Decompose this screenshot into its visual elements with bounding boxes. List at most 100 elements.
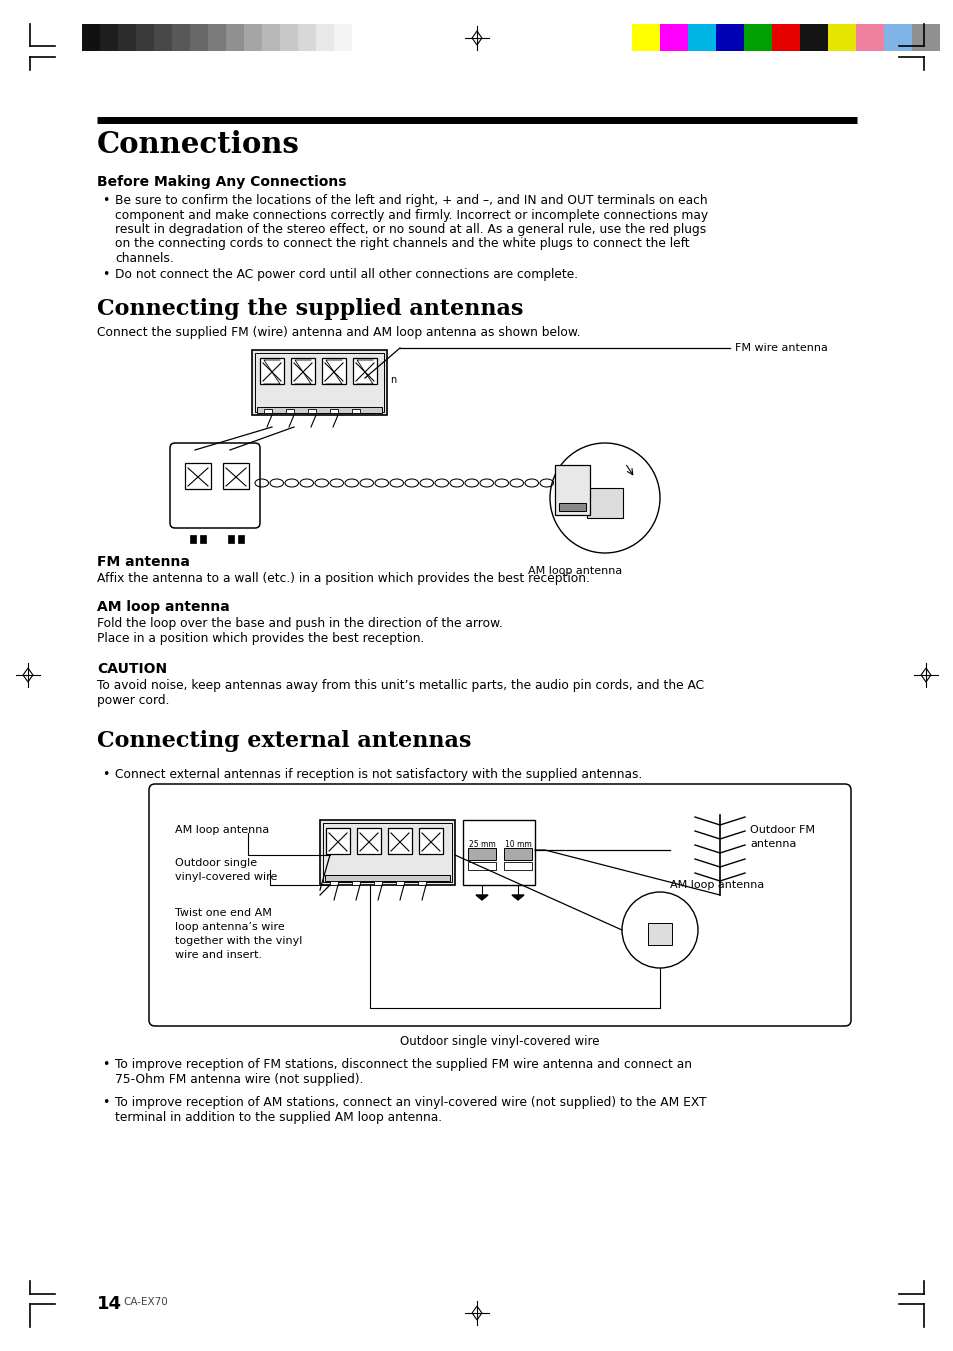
Bar bbox=[374, 881, 381, 885]
Bar bbox=[226, 24, 244, 51]
Bar bbox=[503, 862, 532, 870]
Text: Outdoor single: Outdoor single bbox=[174, 858, 257, 867]
Polygon shape bbox=[476, 894, 488, 900]
Bar bbox=[252, 350, 387, 415]
Text: channels.: channels. bbox=[115, 253, 173, 265]
Bar bbox=[260, 358, 284, 384]
Bar bbox=[308, 409, 315, 413]
Text: Place in a position which provides the best reception.: Place in a position which provides the b… bbox=[97, 632, 424, 644]
Text: •: • bbox=[102, 767, 110, 781]
Text: •: • bbox=[102, 195, 110, 207]
Bar bbox=[291, 358, 314, 384]
Text: 25 mm: 25 mm bbox=[468, 840, 495, 848]
Bar bbox=[827, 24, 855, 51]
Bar bbox=[743, 24, 771, 51]
Bar bbox=[323, 823, 452, 882]
Bar bbox=[264, 409, 272, 413]
Bar bbox=[462, 820, 535, 885]
Bar bbox=[659, 24, 687, 51]
Text: Connect the supplied FM (wire) antenna and AM loop antenna as shown below.: Connect the supplied FM (wire) antenna a… bbox=[97, 326, 580, 339]
Bar bbox=[356, 828, 380, 854]
Bar bbox=[297, 24, 315, 51]
Text: •: • bbox=[102, 267, 110, 281]
Bar bbox=[190, 24, 208, 51]
Bar bbox=[468, 848, 496, 861]
Bar bbox=[395, 881, 403, 885]
Bar bbox=[334, 24, 352, 51]
Text: •: • bbox=[102, 1096, 110, 1109]
Text: antenna: antenna bbox=[749, 839, 796, 848]
Text: •: • bbox=[102, 1058, 110, 1071]
Text: Outdoor single vinyl-covered wire: Outdoor single vinyl-covered wire bbox=[400, 1035, 599, 1048]
Text: Fold the loop over the base and push in the direction of the arrow.: Fold the loop over the base and push in … bbox=[97, 617, 502, 630]
Bar bbox=[325, 875, 450, 881]
Text: To avoid noise, keep antennas away from this unit’s metallic parts, the audio pi: To avoid noise, keep antennas away from … bbox=[97, 680, 703, 692]
Text: power cord.: power cord. bbox=[97, 694, 170, 707]
Bar bbox=[855, 24, 883, 51]
Bar bbox=[118, 24, 136, 51]
Polygon shape bbox=[512, 894, 523, 900]
Bar bbox=[82, 24, 100, 51]
Text: together with the vinyl: together with the vinyl bbox=[174, 936, 302, 946]
Bar bbox=[352, 881, 359, 885]
Text: AM loop antenna: AM loop antenna bbox=[527, 566, 621, 576]
Bar bbox=[631, 24, 659, 51]
Bar bbox=[256, 407, 381, 413]
Bar bbox=[262, 24, 280, 51]
Text: loop antenna’s wire: loop antenna’s wire bbox=[174, 921, 284, 932]
Text: Be sure to confirm the locations of the left and right, + and –, and IN and OUT : Be sure to confirm the locations of the … bbox=[115, 195, 707, 207]
Bar bbox=[228, 535, 233, 543]
Text: on the connecting cords to connect the right channels and the white plugs to con: on the connecting cords to connect the r… bbox=[115, 238, 689, 250]
Bar bbox=[136, 24, 153, 51]
Text: AM loop antenna: AM loop antenna bbox=[97, 600, 230, 613]
Bar bbox=[388, 828, 412, 854]
Text: component and make connections correctly and firmly. Incorrect or incomplete con: component and make connections correctly… bbox=[115, 208, 707, 222]
Text: AM loop antenna: AM loop antenna bbox=[174, 825, 269, 835]
Text: CA-EX70: CA-EX70 bbox=[123, 1297, 168, 1306]
Bar bbox=[100, 24, 118, 51]
Text: Affix the antenna to a wall (etc.) in a position which provides the best recepti: Affix the antenna to a wall (etc.) in a … bbox=[97, 571, 589, 585]
Text: 75-Ohm FM antenna wire (not supplied).: 75-Ohm FM antenna wire (not supplied). bbox=[115, 1073, 363, 1085]
Text: CAUTION: CAUTION bbox=[97, 662, 167, 676]
Bar bbox=[254, 353, 384, 412]
Bar bbox=[468, 862, 496, 870]
Text: FM wire antenna: FM wire antenna bbox=[734, 343, 827, 353]
Bar bbox=[200, 535, 206, 543]
Bar bbox=[417, 881, 426, 885]
Text: 10 mm: 10 mm bbox=[504, 840, 531, 848]
Bar bbox=[315, 24, 334, 51]
Text: Do not connect the AC power cord until all other connections are complete.: Do not connect the AC power cord until a… bbox=[115, 267, 578, 281]
Bar bbox=[586, 488, 622, 517]
Bar bbox=[172, 24, 190, 51]
Bar bbox=[558, 503, 585, 511]
Bar bbox=[716, 24, 743, 51]
FancyBboxPatch shape bbox=[170, 443, 260, 528]
Text: To improve reception of AM stations, connect an vinyl-covered wire (not supplied: To improve reception of AM stations, con… bbox=[115, 1096, 706, 1109]
Bar bbox=[418, 828, 442, 854]
Bar bbox=[883, 24, 911, 51]
Bar bbox=[319, 820, 455, 885]
Bar bbox=[353, 358, 376, 384]
Bar bbox=[330, 409, 337, 413]
Text: Before Making Any Connections: Before Making Any Connections bbox=[97, 176, 346, 189]
Text: 14: 14 bbox=[97, 1296, 122, 1313]
Bar bbox=[771, 24, 800, 51]
Bar bbox=[330, 881, 337, 885]
Bar bbox=[190, 535, 195, 543]
Bar bbox=[208, 24, 226, 51]
Text: terminal in addition to the supplied AM loop antenna.: terminal in addition to the supplied AM … bbox=[115, 1111, 441, 1124]
Bar bbox=[687, 24, 716, 51]
Bar bbox=[322, 358, 346, 384]
Text: To improve reception of FM stations, disconnect the supplied FM wire antenna and: To improve reception of FM stations, dis… bbox=[115, 1058, 691, 1071]
FancyBboxPatch shape bbox=[149, 784, 850, 1025]
Bar bbox=[326, 828, 350, 854]
Bar bbox=[280, 24, 297, 51]
Text: vinyl-covered wire: vinyl-covered wire bbox=[174, 871, 277, 882]
Bar bbox=[286, 409, 294, 413]
Text: Twist one end AM: Twist one end AM bbox=[174, 908, 272, 917]
Bar bbox=[223, 463, 249, 489]
Text: Connect external antennas if reception is not satisfactory with the supplied ant: Connect external antennas if reception i… bbox=[115, 767, 641, 781]
Circle shape bbox=[621, 892, 698, 969]
Text: Connections: Connections bbox=[97, 130, 299, 159]
Text: Outdoor FM: Outdoor FM bbox=[749, 825, 814, 835]
